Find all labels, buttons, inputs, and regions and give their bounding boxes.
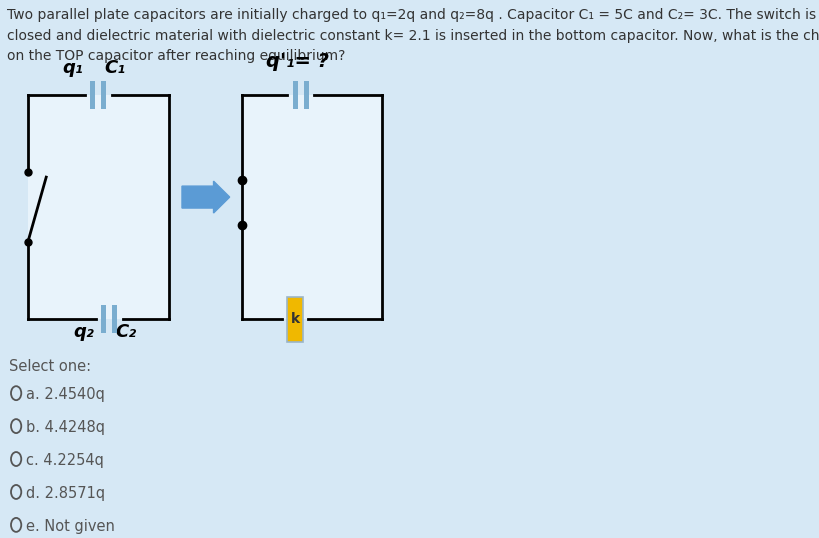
Text: q₂: q₂ [73,323,94,341]
Bar [102,306,106,334]
Bar [287,306,292,334]
Bar [90,81,95,109]
Bar [28,95,169,320]
Text: c. 4.2254q: c. 4.2254q [26,453,104,468]
Text: C₂: C₂ [115,323,136,341]
Text: e. Not given: e. Not given [26,519,115,534]
Bar [112,306,117,334]
Text: C₁: C₁ [104,59,125,77]
Bar [242,95,382,320]
Text: Two parallel plate capacitors are initially charged to q₁=2q and q₂=8q . Capacit: Two parallel plate capacitors are initia… [7,8,819,63]
Text: Select one:: Select one: [9,359,91,374]
Bar [292,81,298,109]
Bar [304,81,309,109]
Text: q'₁= ?: q'₁= ? [265,52,328,71]
Text: q₁: q₁ [62,59,83,77]
Bar [287,297,303,342]
FancyArrow shape [182,181,229,213]
Text: b. 4.4248q: b. 4.4248q [26,420,106,435]
Bar [102,81,106,109]
Text: d. 2.8571q: d. 2.8571q [26,486,106,501]
Text: k: k [291,313,300,327]
Text: a. 2.4540q: a. 2.4540q [26,387,106,402]
Bar [298,306,303,334]
